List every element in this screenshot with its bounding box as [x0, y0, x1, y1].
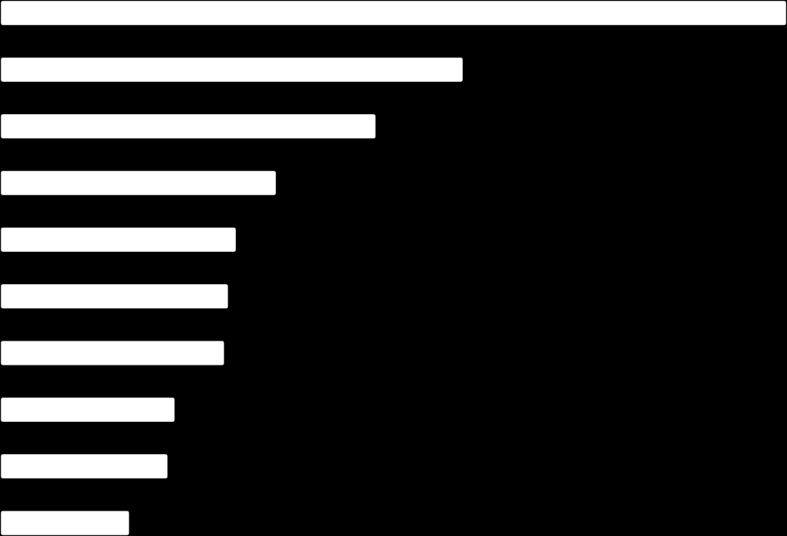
bar: [0, 397, 175, 422]
bar: [0, 170, 277, 196]
bar: [0, 0, 787, 26]
bar: [0, 114, 376, 139]
bar: [0, 340, 225, 366]
bar: [0, 510, 130, 536]
bar: [0, 227, 237, 252]
bar: [0, 284, 229, 309]
bar: [0, 454, 168, 479]
bar: [0, 57, 463, 82]
